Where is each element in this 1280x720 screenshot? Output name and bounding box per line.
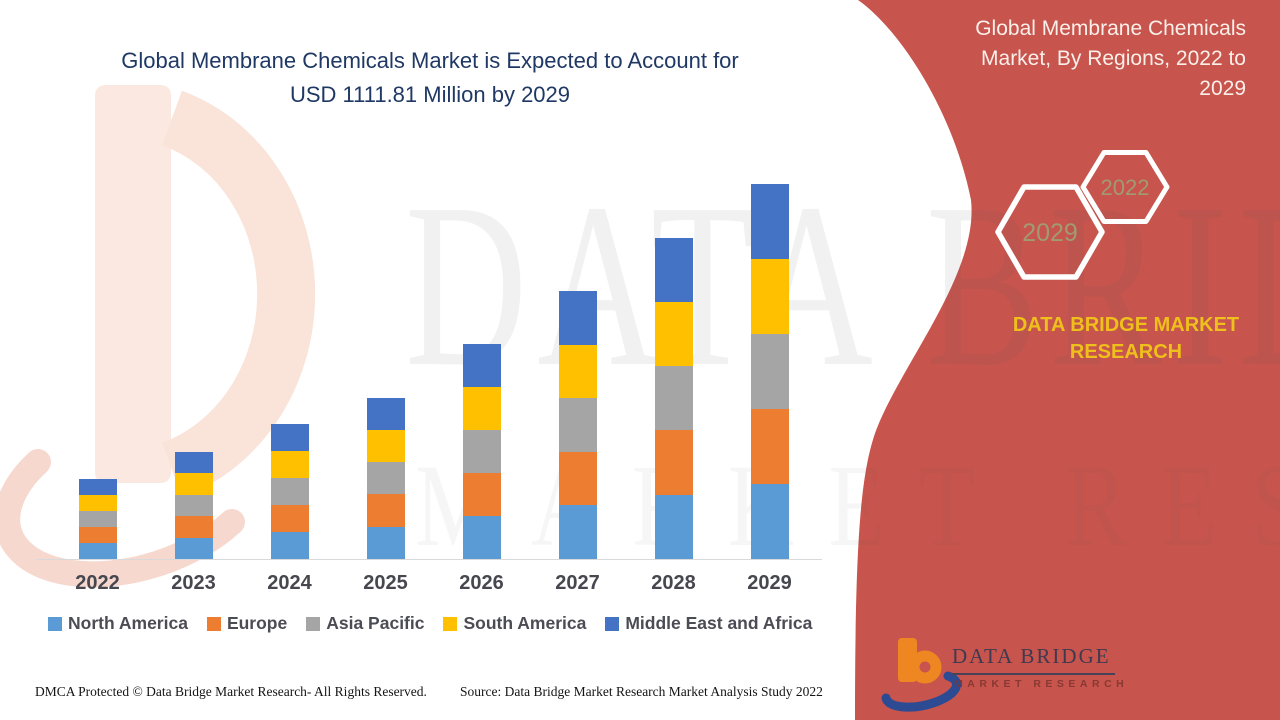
bar-2025 [366, 397, 405, 559]
segment-asia-pacific-2029 [750, 334, 789, 410]
segment-south-america-2022 [78, 495, 117, 512]
legend-label: Middle East and Africa [625, 613, 813, 633]
chart-title: Global Membrane Chemicals Market is Expe… [60, 44, 800, 112]
segment-europe-2026 [462, 472, 501, 516]
x-axis-label-2023: 2023 [171, 572, 216, 594]
segment-europe-2025 [366, 494, 405, 527]
bar-2026 [462, 343, 501, 559]
bar-2027 [558, 290, 597, 559]
segment-north-america-2025 [366, 526, 405, 559]
segment-north-america-2024 [270, 532, 309, 559]
legend-item-middle-east-africa: Middle East and Africa [605, 613, 812, 634]
segment-asia-pacific-2028 [654, 366, 693, 431]
segment-north-america-2023 [174, 537, 213, 559]
segment-europe-2027 [558, 451, 597, 506]
legend-swatch-asia-pacific [306, 616, 321, 631]
segment-europe-2022 [78, 527, 117, 544]
segment-middle-east-and-africa-2029 [750, 184, 789, 260]
segment-middle-east-and-africa-2024 [270, 424, 309, 452]
logo-tagline: MARKET RESEARCH [954, 678, 1129, 690]
segment-north-america-2029 [750, 484, 789, 559]
legend-item-europe: Europe [206, 613, 288, 634]
legend-swatch-europe [206, 616, 221, 631]
bar-2029 [750, 184, 789, 559]
chart-title-line1: Global Membrane Chemicals Market is Expe… [121, 48, 739, 73]
legend-label: Asia Pacific [326, 613, 425, 633]
segment-north-america-2027 [558, 505, 597, 559]
segment-south-america-2029 [750, 259, 789, 335]
segment-north-america-2028 [654, 494, 693, 559]
source-note: Source: Data Bridge Market Research Mark… [460, 684, 823, 699]
segment-north-america-2026 [462, 515, 501, 559]
bar-2024 [270, 424, 309, 559]
x-axis-label-2026: 2026 [459, 572, 504, 594]
segment-middle-east-and-africa-2023 [174, 451, 213, 474]
legend-item-south-america: South America [443, 613, 586, 634]
segment-europe-2023 [174, 516, 213, 538]
x-axis-label-2022: 2022 [75, 572, 120, 594]
segment-middle-east-and-africa-2026 [462, 343, 501, 387]
panel-brand-caption: DATA BRIDGE MARKET RESEARCH [1012, 314, 1240, 363]
legend-swatch-middle-east-africa [605, 616, 620, 631]
segment-middle-east-and-africa-2028 [654, 237, 693, 302]
legend-item-north-america: North America [48, 613, 188, 634]
x-axis-line [36, 559, 822, 560]
bar-2022 [78, 479, 117, 559]
segment-south-america-2027 [558, 344, 597, 399]
x-axis-label-2025: 2025 [363, 572, 408, 594]
bar-2028 [654, 237, 693, 559]
chart-title-line2: USD 1111.81 Million by 2029 [289, 82, 571, 107]
x-axis-label-2029: 2029 [747, 572, 792, 594]
x-axis-label-2028: 2028 [651, 572, 696, 594]
chart-legend: North America Europe Asia Pacific South … [48, 613, 812, 634]
segment-south-america-2028 [654, 301, 693, 367]
segment-asia-pacific-2022 [78, 511, 117, 528]
legend-swatch-north-america [48, 616, 62, 631]
legend-item-asia-pacific: Asia Pacific [306, 613, 424, 634]
legend-label: Europe [226, 613, 288, 633]
segment-middle-east-and-africa-2022 [78, 479, 117, 496]
legend-label: North America [68, 613, 188, 633]
legend-swatch-south-america [443, 616, 458, 631]
segment-asia-pacific-2027 [558, 398, 597, 452]
dmca-notice: DMCA Protected © Data Bridge Market Rese… [35, 684, 427, 699]
segment-asia-pacific-2024 [270, 478, 309, 506]
x-axis-label-2027: 2027 [555, 572, 600, 594]
panel-title: Global Membrane Chemicals Market, By Reg… [975, 17, 1246, 100]
segment-europe-2029 [750, 409, 789, 485]
segment-south-america-2023 [174, 473, 213, 495]
x-axis-label-2024: 2024 [267, 572, 312, 594]
segment-europe-2028 [654, 430, 693, 495]
legend-label: South America [463, 613, 587, 633]
segment-south-america-2026 [462, 386, 501, 430]
logo-wordmark: DATA BRIDGE [952, 644, 1115, 675]
segment-middle-east-and-africa-2027 [558, 290, 597, 345]
bar-2023 [174, 451, 213, 559]
segment-asia-pacific-2023 [174, 494, 213, 517]
segment-north-america-2022 [78, 543, 117, 559]
segment-asia-pacific-2025 [366, 462, 405, 495]
segment-south-america-2024 [270, 451, 309, 479]
segment-south-america-2025 [366, 429, 405, 463]
segment-asia-pacific-2026 [462, 429, 501, 473]
segment-europe-2024 [270, 505, 309, 533]
segment-middle-east-and-africa-2025 [366, 397, 405, 430]
